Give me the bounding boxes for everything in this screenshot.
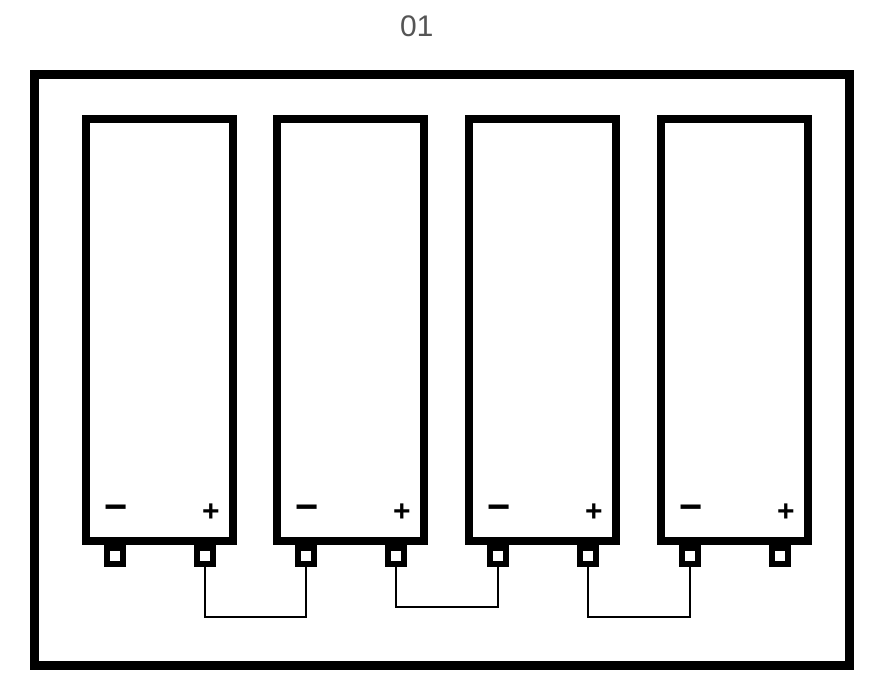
terminal xyxy=(194,545,216,567)
plus-sign: + xyxy=(585,497,603,527)
terminal xyxy=(487,545,509,567)
plus-sign: + xyxy=(777,497,795,527)
series-wire xyxy=(588,567,690,617)
terminal xyxy=(385,545,407,567)
plus-sign: + xyxy=(202,497,220,527)
series-wire xyxy=(396,567,498,607)
terminal xyxy=(295,545,317,567)
battery-cell xyxy=(82,115,237,545)
terminal xyxy=(679,545,701,567)
minus-sign: − xyxy=(487,487,510,527)
plus-sign: + xyxy=(393,497,411,527)
battery-cell xyxy=(273,115,428,545)
minus-sign: − xyxy=(104,487,127,527)
minus-sign: − xyxy=(679,487,702,527)
terminal xyxy=(104,545,126,567)
terminal xyxy=(769,545,791,567)
minus-sign: − xyxy=(295,487,318,527)
battery-cell xyxy=(657,115,812,545)
battery-cell xyxy=(465,115,620,545)
terminal xyxy=(577,545,599,567)
series-wire xyxy=(205,567,306,617)
figure-canvas: 01 −+−+−+−+ xyxy=(0,0,884,686)
